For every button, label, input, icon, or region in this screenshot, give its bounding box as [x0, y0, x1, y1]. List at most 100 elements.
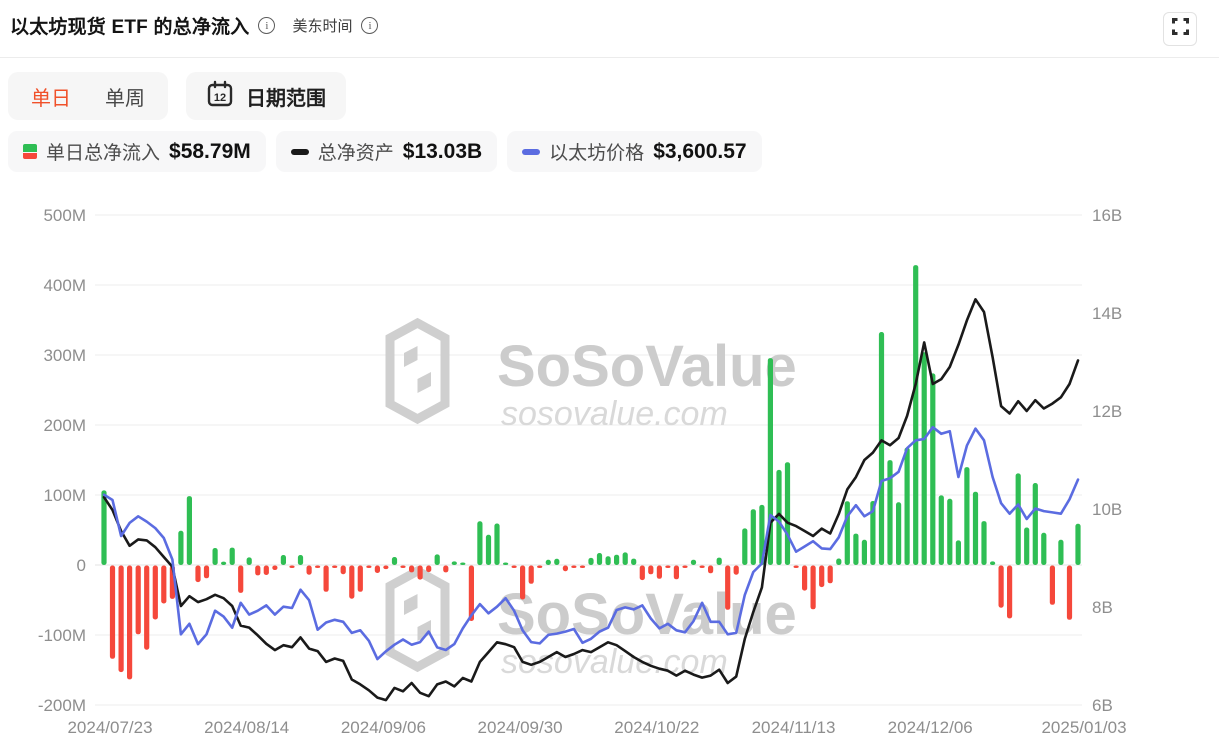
inflow-bar	[896, 502, 902, 565]
inflow-bar	[374, 565, 380, 573]
legend-item-eth-price[interactable]: 以太坊价格 $3,600.57	[507, 131, 762, 172]
inflow-bar	[878, 332, 885, 565]
svg-text:sosovalue.com: sosovalue.com	[501, 395, 728, 433]
inflow-bars	[101, 265, 1081, 680]
inflow-bar	[665, 565, 671, 568]
svg-text:2025/01/03: 2025/01/03	[1041, 718, 1126, 737]
inflow-bar	[733, 565, 739, 575]
inflow-bar	[537, 565, 543, 568]
inflow-bar	[648, 565, 654, 575]
inflow-bar	[708, 565, 714, 574]
date-range-button[interactable]: 12 日期范围	[186, 72, 346, 120]
inflow-bar	[614, 554, 620, 565]
inflow-bar	[144, 565, 150, 650]
inflow-bar	[947, 498, 953, 565]
inflow-bar	[297, 555, 304, 565]
inflow-bar	[272, 565, 278, 570]
inflow-bar	[682, 565, 688, 568]
inflow-bar	[460, 562, 466, 565]
toolbar: 单日 单周 12 日期范围	[8, 72, 346, 120]
inflow-bar	[699, 565, 705, 568]
inflow-bar	[554, 558, 560, 565]
svg-text:2024/09/06: 2024/09/06	[341, 718, 426, 737]
inflow-bar	[972, 491, 979, 565]
inflow-bar	[101, 490, 107, 565]
tab-weekly[interactable]: 单周	[105, 87, 145, 110]
inflow-bar	[930, 373, 936, 565]
inflow-bar	[323, 565, 329, 592]
legend-item-net-assets[interactable]: 总净资产 $13.03B	[275, 131, 498, 172]
inflow-bar	[921, 352, 927, 565]
inflow-bar	[1049, 565, 1055, 605]
inflow-bar	[161, 565, 167, 604]
gridlines	[95, 214, 1082, 706]
inflow-bar	[861, 539, 867, 565]
inflow-bar	[349, 565, 355, 599]
inflow-bar	[118, 565, 124, 673]
inflow-bar	[545, 559, 551, 565]
inflow-bar	[263, 565, 269, 575]
inflow-bar	[725, 565, 731, 610]
inflow-bar	[990, 561, 996, 565]
legend-label: 单日总净流入	[46, 143, 161, 164]
svg-text:14B: 14B	[1092, 304, 1122, 323]
inflow-bar	[793, 565, 799, 568]
tab-daily[interactable]: 单日	[31, 87, 71, 110]
inflow-bar	[776, 469, 782, 565]
black-dash-icon	[290, 148, 309, 155]
info-icon[interactable]: i	[258, 17, 276, 34]
inflow-bar	[528, 565, 534, 584]
inflow-bar	[400, 565, 406, 568]
svg-text:8B: 8B	[1092, 598, 1113, 617]
inflow-bar	[827, 565, 833, 584]
inflow-bar	[178, 530, 184, 565]
inflow-bar	[1066, 565, 1073, 620]
inflow-bar	[340, 565, 346, 575]
svg-text:200M: 200M	[43, 416, 86, 435]
inflow-bar	[1007, 565, 1013, 619]
inflow-bar	[238, 565, 244, 593]
legend-item-netflow[interactable]: 单日总净流入 $58.79M	[8, 131, 266, 172]
inflow-bar	[135, 565, 141, 635]
page-title: 以太坊现货 ETF 的总净流入	[10, 17, 250, 38]
fullscreen-icon	[1171, 18, 1189, 40]
inflow-bar	[767, 358, 773, 565]
inflow-bar	[802, 565, 808, 591]
inflow-bar	[468, 565, 474, 621]
timezone-label: 美东时间	[292, 18, 353, 35]
inflow-bar	[819, 565, 825, 588]
svg-text:2024/07/23: 2024/07/23	[67, 718, 152, 737]
inflow-bar	[391, 557, 398, 565]
svg-text:400M: 400M	[43, 276, 86, 295]
inflow-bar	[810, 565, 816, 610]
inflow-bar	[289, 565, 295, 568]
inflow-bar	[1075, 523, 1081, 565]
left-axis-labels: 500M 400M 300M 200M 100M 0 -100M -200M	[38, 206, 86, 715]
inflow-bar	[477, 521, 483, 566]
svg-text:SoSoValue: SoSoValue	[497, 334, 797, 399]
svg-text:-200M: -200M	[38, 696, 86, 715]
svg-text:12B: 12B	[1092, 402, 1122, 421]
inflow-bar	[656, 565, 662, 579]
inflow-bar	[631, 558, 637, 565]
svg-text:6B: 6B	[1092, 696, 1113, 715]
net-assets-line	[102, 297, 1080, 702]
inflow-bar	[1024, 527, 1030, 565]
fullscreen-button[interactable]	[1163, 12, 1197, 46]
inflow-bar	[255, 565, 261, 576]
legend-value: $58.79M	[169, 139, 251, 163]
inflow-bar	[426, 565, 432, 573]
inflow-bar	[1058, 539, 1064, 565]
inflow-bar	[417, 565, 423, 580]
legend-label: 以太坊价格	[549, 143, 645, 164]
inflow-bar	[127, 565, 133, 680]
inflow-bar	[152, 565, 158, 620]
inflow-bar	[357, 565, 363, 592]
inflow-bar	[443, 565, 449, 573]
timezone-info-icon[interactable]: i	[361, 17, 379, 34]
inflow-bar	[836, 558, 842, 565]
inflow-bar	[784, 462, 791, 565]
svg-text:2024/12/06: 2024/12/06	[888, 718, 973, 737]
